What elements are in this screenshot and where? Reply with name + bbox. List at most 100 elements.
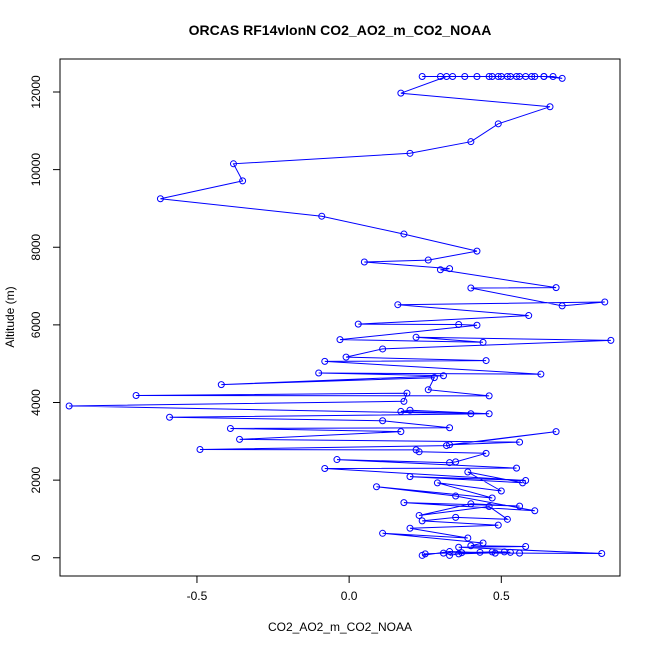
data-point [379, 345, 387, 353]
plot-frame [59, 58, 621, 577]
data-point [439, 549, 447, 557]
data-point [443, 442, 451, 450]
data-point [321, 464, 329, 472]
data-point [513, 464, 521, 472]
data-point [558, 74, 566, 82]
data-point [397, 428, 405, 436]
data-point [315, 369, 323, 377]
data-point [494, 120, 502, 128]
data-point [403, 389, 411, 397]
chart-title: ORCAS RF14vlonN CO2_AO2_m_CO2_NOAA [189, 22, 492, 38]
data-point [464, 534, 472, 542]
y-tick-label: 8000 [29, 234, 43, 261]
data-point [485, 72, 493, 80]
data-point [488, 494, 496, 502]
data-point [406, 149, 414, 157]
data-point [397, 407, 405, 415]
data-point [166, 413, 174, 421]
data-point [546, 103, 554, 111]
data-point [598, 549, 606, 557]
data-point [373, 483, 381, 491]
data-point [446, 551, 454, 559]
data-point [531, 507, 539, 515]
data-point [525, 312, 533, 320]
data-point [519, 479, 527, 487]
data-point [473, 72, 481, 80]
data-point [506, 72, 514, 80]
data-point [528, 72, 536, 80]
data-point [239, 177, 247, 185]
data-point [424, 386, 432, 394]
data-point [522, 543, 530, 551]
y-axis-label: Altitude (m) [3, 286, 17, 347]
data-point [452, 492, 460, 500]
data-point [321, 357, 329, 365]
data-point [406, 473, 414, 481]
data-point [415, 511, 423, 519]
data-point [421, 550, 429, 558]
data-point [458, 549, 466, 557]
data-point [488, 548, 496, 556]
data-point [601, 298, 609, 306]
data-point [418, 517, 426, 525]
data-point [400, 499, 408, 507]
x-axis: -0.5 0.0 0.5 [187, 576, 510, 603]
data-point [436, 266, 444, 274]
data-point [333, 456, 341, 464]
x-tick-label: 0.5 [493, 589, 510, 603]
data-point [607, 336, 615, 344]
data-point [516, 72, 524, 80]
data-point [491, 549, 499, 557]
data-point [485, 503, 493, 511]
y-tick-label: 10000 [29, 153, 43, 187]
data-point [379, 417, 387, 425]
data-point [424, 256, 432, 264]
data-point [65, 402, 73, 410]
data-point [400, 397, 408, 405]
data-point [537, 370, 545, 378]
data-point [236, 435, 244, 443]
data-point [229, 160, 237, 168]
y-tick-label: 6000 [29, 311, 43, 338]
y-axis: 0 2000 4000 6000 8000 10000 12000 [29, 75, 60, 561]
data-point [446, 459, 454, 467]
data-point [336, 336, 344, 344]
data-point [196, 445, 204, 453]
data-point [516, 549, 524, 557]
data-point [354, 320, 362, 328]
data-point [430, 374, 438, 382]
data-point [506, 548, 514, 556]
data-point [433, 479, 441, 487]
data-points [65, 72, 615, 559]
data-point [406, 524, 414, 532]
data-point [540, 72, 548, 80]
data-point [418, 72, 426, 80]
data-point [156, 195, 164, 203]
data-point [360, 258, 368, 266]
data-point [503, 515, 511, 523]
data-point [412, 333, 420, 341]
data-point [485, 410, 493, 418]
x-axis-label: CO2_AO2_m_CO2_NOAA [268, 620, 412, 634]
data-point [549, 72, 557, 80]
data-point [342, 353, 350, 361]
data-point [446, 265, 454, 273]
data-point [461, 72, 469, 80]
data-point [217, 381, 225, 389]
data-point [415, 448, 423, 456]
y-tick-label: 2000 [29, 466, 43, 493]
data-point [467, 500, 475, 508]
data-point [494, 521, 502, 529]
y-tick-label: 4000 [29, 389, 43, 416]
data-point [552, 284, 560, 292]
data-point [473, 247, 481, 255]
data-point [482, 357, 490, 365]
data-point [479, 338, 487, 346]
series-line [69, 76, 611, 556]
data-point [439, 372, 447, 380]
data-point [226, 425, 234, 433]
data-point [318, 212, 326, 220]
x-tick-label: -0.5 [187, 589, 208, 603]
data-point [531, 72, 539, 80]
data-point [488, 72, 496, 80]
